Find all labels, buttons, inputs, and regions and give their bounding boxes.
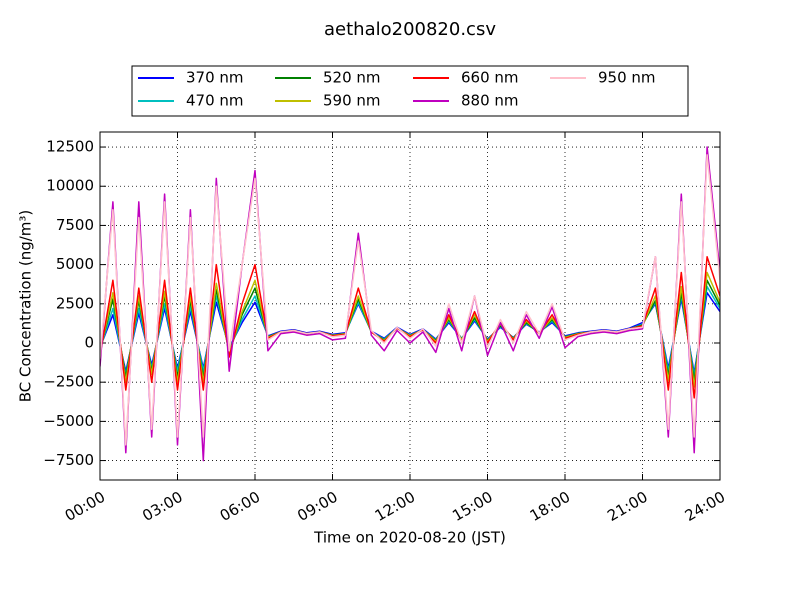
chart-title: aethalo200820.csv [324,19,496,40]
series-line [100,154,720,446]
y-tick-label: 7500 [56,216,94,234]
plot-frame [99,131,721,481]
legend-label: 660 nm [461,69,519,87]
legend-label: 950 nm [598,69,656,87]
legend-box [131,65,689,117]
legend-label: 470 nm [186,92,244,110]
x-axis-label: Time on 2020-08-20 (JST) [313,529,506,547]
legend-label: 880 nm [461,92,519,110]
y-tick-label: 5000 [56,255,94,273]
y-tick-label: 2500 [56,294,94,312]
series-line [100,146,720,462]
y-axis-label: BC Concentration (ng/m³) [17,210,35,403]
y-tick-label: 0 [84,333,94,351]
legend-label: 370 nm [186,69,244,87]
y-tick-label: −2500 [43,373,94,391]
y-tick-label: 10000 [46,177,94,195]
y-tick-label: 12500 [46,138,94,156]
y-tick-label: −7500 [43,451,94,469]
legend-label: 590 nm [323,92,381,110]
legend-label: 520 nm [323,69,381,87]
y-tick-label: −5000 [43,412,94,430]
